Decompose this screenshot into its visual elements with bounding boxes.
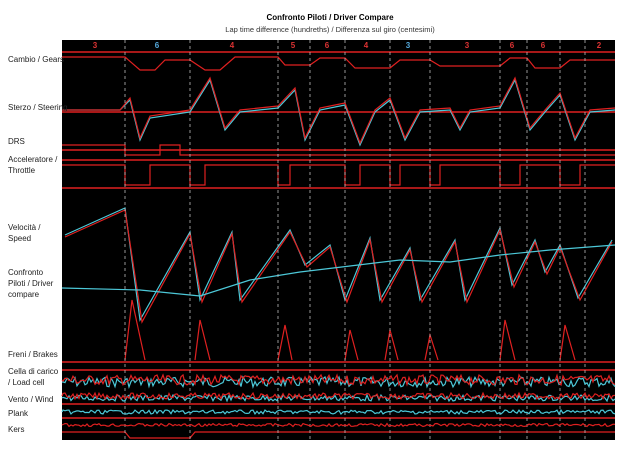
channel-label: Throttle [8, 166, 36, 175]
sector-gear: 5 [291, 41, 296, 50]
noise-trace [61, 408, 616, 416]
drs-trace [62, 144, 615, 156]
channel-label: Freni / Brakes [8, 350, 58, 359]
sector-gear: 3 [465, 41, 470, 50]
title: Confronto Piloti / Driver Compare [266, 13, 394, 22]
speed-trace [64, 209, 613, 324]
channel-label: DRS [8, 137, 25, 146]
noise-trace [61, 391, 616, 401]
compare-trace [61, 244, 616, 297]
channel-label: Cella di carico [8, 367, 59, 376]
sector-gear: 4 [230, 41, 235, 50]
traces [61, 51, 616, 439]
kers-trace [62, 431, 615, 439]
subtitle: Lap time difference (hundreths) / Differ… [225, 25, 435, 34]
channel-label: Acceleratore / [8, 155, 58, 164]
channel-label: Vento / Wind [8, 395, 53, 404]
sector-gear: 3 [406, 41, 411, 50]
sector-gear: 6 [510, 41, 515, 50]
channel-label: Piloti / Driver [8, 279, 54, 288]
steering-trace [62, 76, 616, 145]
channel-label: compare [8, 290, 40, 299]
channel-label: Kers [8, 425, 24, 434]
sector-gear: 6 [541, 41, 546, 50]
sector-gear: 6 [325, 41, 330, 50]
noise-trace [61, 393, 616, 403]
steering-trace [62, 78, 616, 147]
noise-trace [61, 422, 616, 428]
gear-trace [62, 56, 615, 71]
noise-trace [61, 373, 616, 387]
sector-gear: 6 [155, 41, 160, 50]
channel-label: Sterzo / Steering [8, 103, 68, 112]
sector-gear: 3 [93, 41, 98, 50]
channel-label: Cambio / Gears [8, 55, 64, 64]
channel-label: Speed [8, 234, 31, 243]
sector-gear: 4 [364, 41, 369, 50]
sector-gear: 2 [597, 41, 602, 50]
channel-label: Confronto [8, 268, 44, 277]
channel-label: / Load cell [8, 378, 45, 387]
channel-label: Velocità / [8, 223, 41, 232]
channel-label: Plank [8, 409, 29, 418]
